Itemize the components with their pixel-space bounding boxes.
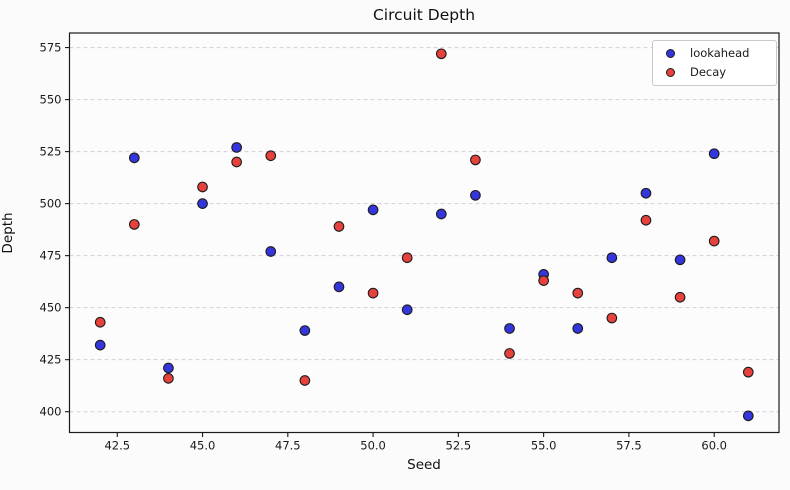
y-tick-label: 400: [40, 405, 62, 419]
data-point-Decay: [333, 221, 345, 232]
data-point-Decay: [435, 48, 447, 60]
chart-title: Circuit Depth: [372, 6, 476, 24]
data-point-Decay: [606, 312, 618, 324]
y-tick-label: 425: [40, 353, 62, 367]
data-point-Decay: [367, 287, 379, 299]
legend: lookahead Decay: [652, 40, 777, 86]
data-point-lookahead: [265, 246, 277, 257]
x-tick-label: 45.0: [190, 439, 216, 453]
data-point-lookahead: [470, 189, 481, 201]
y-tick-label: 500: [40, 197, 62, 211]
data-point-Decay: [538, 275, 549, 286]
x-tick-label: 42.5: [104, 439, 130, 453]
data-point-Decay: [265, 150, 277, 162]
data-point-Decay: [674, 291, 686, 303]
data-point-Decay: [163, 373, 174, 384]
legend-label-lookahead: lookahead: [690, 46, 750, 60]
x-tick-label: 55.0: [531, 439, 557, 453]
data-point-Decay: [128, 219, 140, 230]
data-point-lookahead: [572, 323, 584, 334]
data-point-lookahead: [231, 142, 242, 153]
data-point-Decay: [742, 366, 754, 378]
data-point-lookahead: [674, 254, 686, 266]
legend-label-decay: Decay: [690, 65, 727, 79]
legend-item-lookahead: lookahead: [666, 46, 776, 61]
data-point-Decay: [299, 375, 311, 386]
data-point-Decay: [94, 316, 106, 328]
axes-spines: [68, 32, 780, 434]
data-point-Decay: [640, 214, 652, 226]
data-point-lookahead: [163, 362, 174, 374]
data-point-lookahead: [94, 339, 106, 351]
y-tick-label: 450: [40, 301, 62, 315]
data-point-Decay: [470, 154, 481, 166]
lookahead-marker-icon: [666, 49, 675, 58]
y-tick-label: 575: [40, 41, 62, 55]
data-point-lookahead: [504, 323, 515, 334]
data-point-Decay: [504, 348, 515, 359]
y-tick-label: 475: [40, 249, 62, 263]
y-tick-label: 525: [40, 145, 62, 159]
x-tick-label: 50.0: [360, 439, 386, 453]
data-point-Decay: [231, 156, 242, 168]
data-point-lookahead: [333, 281, 345, 293]
data-point-lookahead: [299, 325, 311, 336]
data-point-lookahead: [401, 304, 413, 316]
x-tick-label: 52.5: [446, 439, 472, 453]
x-tick-label: 57.5: [616, 439, 642, 453]
data-point-lookahead: [367, 204, 379, 216]
y-tick-label: 550: [40, 93, 62, 107]
data-point-lookahead: [197, 198, 208, 209]
data-point-lookahead: [128, 152, 140, 164]
x-tick-label: 47.5: [275, 439, 301, 453]
data-point-Decay: [197, 181, 208, 193]
data-point-Decay: [708, 235, 720, 247]
legend-item-decay: Decay: [666, 65, 776, 80]
x-axis-label: Seed: [407, 457, 441, 473]
x-tick-label: 60.0: [701, 439, 727, 453]
plot-background: [69, 33, 779, 433]
decay-marker-icon: [666, 68, 675, 77]
data-point-lookahead: [640, 187, 652, 199]
data-point-lookahead: [742, 410, 754, 422]
data-point-lookahead: [435, 208, 447, 220]
data-point-Decay: [401, 252, 413, 264]
data-point-Decay: [572, 287, 584, 299]
data-point-lookahead: [708, 148, 720, 160]
data-point-lookahead: [606, 252, 618, 264]
